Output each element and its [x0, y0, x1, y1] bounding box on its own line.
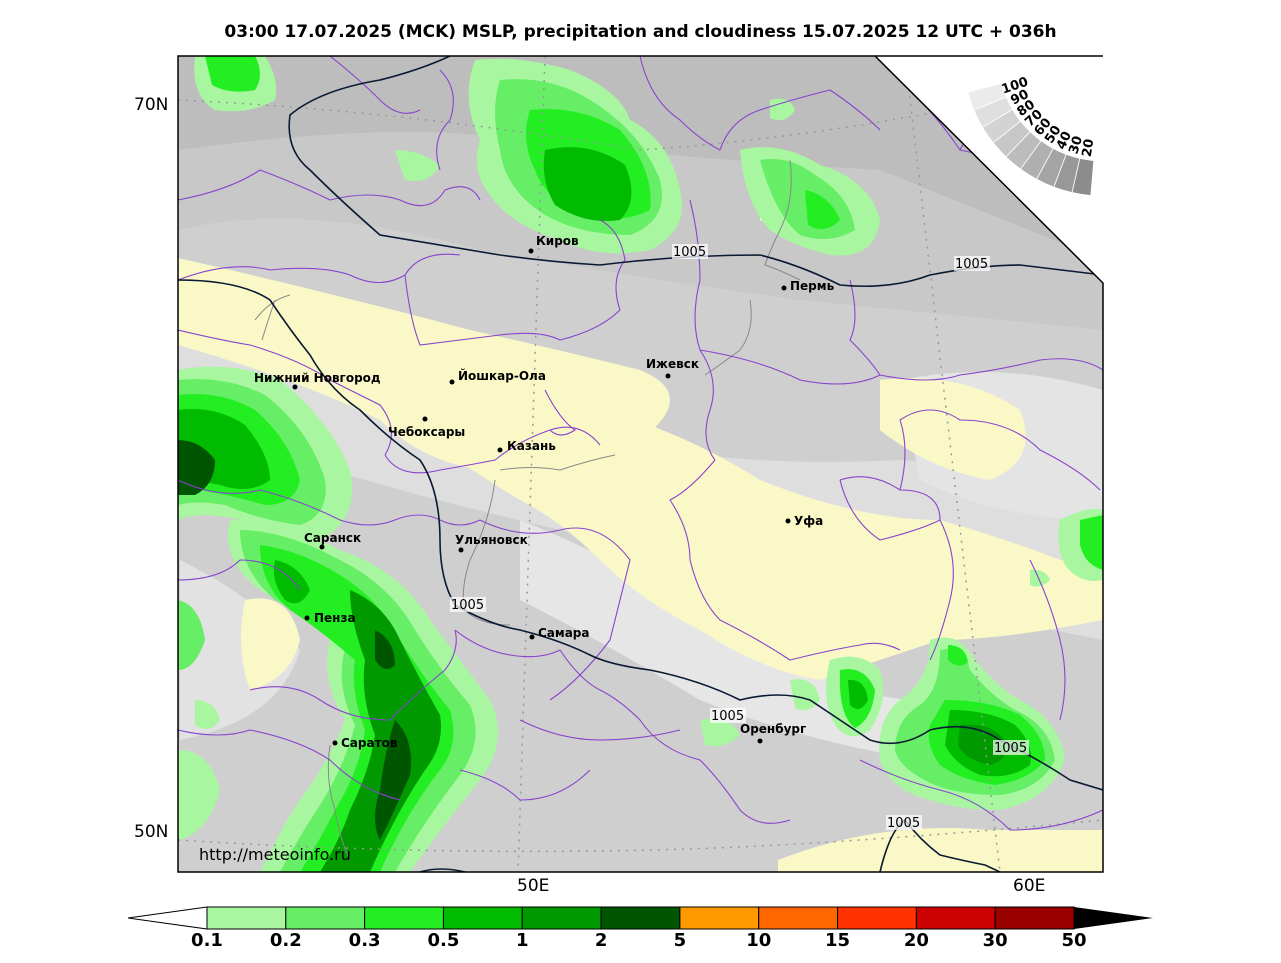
- isobar-labels: 1005 1005 1005 1005 1005 1005: [450, 244, 1029, 831]
- colorbar-segment: [915, 906, 996, 930]
- lon-label-50e: 50E: [517, 876, 550, 896]
- isobar-label: 1005: [887, 816, 920, 831]
- colorbar-segment: [206, 906, 287, 930]
- colorbar-segment: [521, 906, 602, 930]
- colorbar-label: 0.2: [269, 930, 302, 951]
- colorbar-label: 50: [1061, 930, 1087, 951]
- colorbar-label: 0.1: [191, 930, 223, 951]
- city-label: Нижний Новгород: [254, 371, 381, 385]
- isobar-label: 1005: [955, 257, 988, 272]
- colorbar-label: 1: [516, 930, 529, 951]
- cloud-scale-label: 30: [1067, 134, 1087, 156]
- colorbar-segment: [679, 906, 760, 930]
- isobar-label: 1005: [451, 598, 484, 613]
- city-label: Саратов: [341, 736, 398, 750]
- city-label: Ижевск: [646, 357, 699, 371]
- colorbar-label: 30: [982, 930, 1008, 951]
- city-label: Саранск: [304, 531, 361, 545]
- colorbar-segment: [994, 906, 1075, 930]
- cloud-scale-label: 40: [1054, 129, 1075, 152]
- map-field: [178, 56, 1103, 872]
- colorbar-label: 15: [825, 930, 851, 951]
- colorbar-segment: [364, 906, 444, 930]
- city-label: Оренбург: [740, 722, 806, 736]
- city-label: Пермь: [790, 279, 835, 293]
- source-url: http://meteoinfo.ru: [199, 845, 351, 864]
- colorbar-segment: [758, 906, 839, 930]
- city-label: Уфа: [794, 514, 823, 528]
- colorbar-segment: [837, 906, 917, 930]
- city-label: Ульяновск: [455, 533, 528, 547]
- cloud-scale-label: 20: [1080, 138, 1098, 158]
- city-label: Пенза: [314, 611, 356, 625]
- colorbar-segment: [600, 906, 681, 930]
- colorbar-label: 2: [594, 930, 608, 951]
- cloud-scale-label: 90: [1008, 87, 1031, 109]
- city-label: Казань: [507, 439, 556, 453]
- colorbar-label: 0.5: [427, 930, 460, 951]
- city-label: Самара: [538, 626, 590, 640]
- colorbar-label: 20: [903, 930, 929, 951]
- city-label: Киров: [536, 234, 579, 248]
- isobar-label: 1005: [673, 245, 706, 260]
- map-title: 03:00 17.07.2025 (MCK) MSLP, precipitati…: [224, 22, 1057, 42]
- precipitation-colorbar: [127, 906, 1153, 930]
- colorbar-label: 0.3: [348, 930, 381, 951]
- city-label: Йошкар-Ола: [458, 368, 546, 383]
- cloud-scale-step: [967, 82, 1007, 111]
- colorbar-label: 5: [673, 930, 687, 951]
- colorbar-segment: [442, 906, 523, 930]
- lat-label-50n: 50N: [134, 822, 169, 842]
- colorbar-segment: [285, 906, 366, 930]
- city-markers: Киров Пермь Нижний Новгород Йошкар-Ола И…: [254, 234, 835, 750]
- city-label: Чебоксары: [388, 425, 465, 439]
- colorbar-label: 10: [746, 930, 772, 951]
- lon-label-60e: 60E: [1013, 876, 1046, 896]
- isobar-label: 1005: [994, 741, 1027, 756]
- isobar-label: 1005: [711, 709, 744, 724]
- lat-label-70n: 70N: [134, 95, 169, 115]
